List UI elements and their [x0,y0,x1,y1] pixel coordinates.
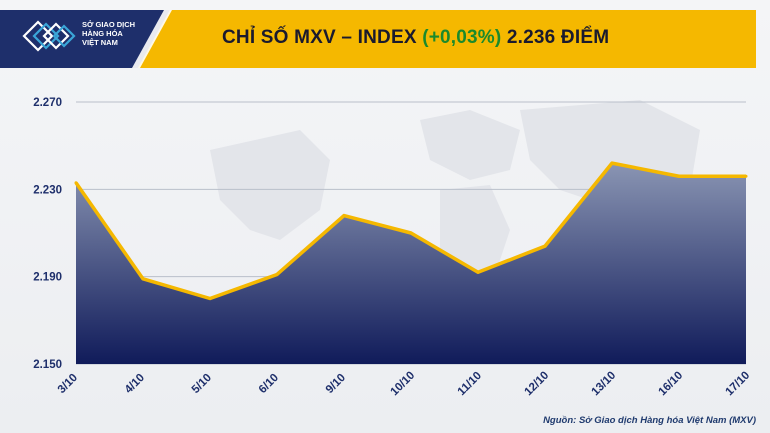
data-point [744,174,748,178]
y-tick-label: 2.270 [33,97,62,109]
data-point [141,277,145,281]
brand-line: SỞ GIAO DỊCH [82,20,136,29]
area-fill [76,163,746,364]
data-point [677,174,681,178]
data-point [476,270,480,274]
data-point [409,231,413,235]
area-chart: 2.150 2.190 2.230 2.270 3/10 4/10 5/10 6/10 9/1… [33,97,752,398]
x-tick-label: 10/10 [388,369,417,398]
title-value: 2.236 ĐIỂM [506,27,610,48]
brand-name: SỞ GIAO DỊCH HÀNG HÓA VIỆT NAM [82,20,162,47]
source-note: Nguồn: Sở Giao dịch Hàng hóa Việt Nam (M… [543,415,756,426]
x-tick-label: 9/10 [324,372,348,396]
x-tick-label: 11/10 [456,370,484,398]
x-tick-label: 6/10 [257,372,281,396]
y-tick-label: 2.190 [33,272,62,284]
x-tick-label: 5/10 [190,372,214,396]
brand-line: VIỆT NAM [82,38,118,47]
x-tick-label: 17/10 [723,369,752,398]
data-point [342,214,346,218]
y-tick-label: 2.150 [33,359,62,371]
x-tick-label: 16/10 [656,369,685,398]
data-point [610,161,614,165]
x-tick-label: 12/10 [522,369,551,398]
data-point [543,244,547,248]
header-banner [0,10,756,68]
data-point [74,181,78,185]
brand-line: HÀNG HÓA [82,29,123,38]
title-prefix: CHỈ SỐ MXV – INDEX [222,27,417,48]
x-tick-label: 3/10 [56,372,80,396]
chart-title: CHỈ SỐ MXV – INDEX (+0,03%) 2.236 ĐIỂM [222,27,609,49]
title-change: (+0,03%) [422,27,502,48]
y-tick-label: 2.230 [33,184,62,196]
x-tick-label: 13/10 [589,369,618,398]
x-tick-label: 4/10 [123,372,147,396]
mxv-logo-icon [22,20,76,52]
data-point [275,272,279,276]
data-point [208,297,212,300]
